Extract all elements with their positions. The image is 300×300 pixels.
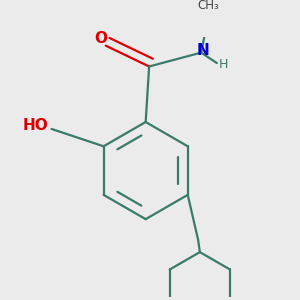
Text: H: H xyxy=(219,58,228,71)
Text: O: O xyxy=(94,31,107,46)
Text: CH₃: CH₃ xyxy=(197,0,219,12)
Text: N: N xyxy=(196,44,209,59)
Text: HO: HO xyxy=(23,118,49,133)
